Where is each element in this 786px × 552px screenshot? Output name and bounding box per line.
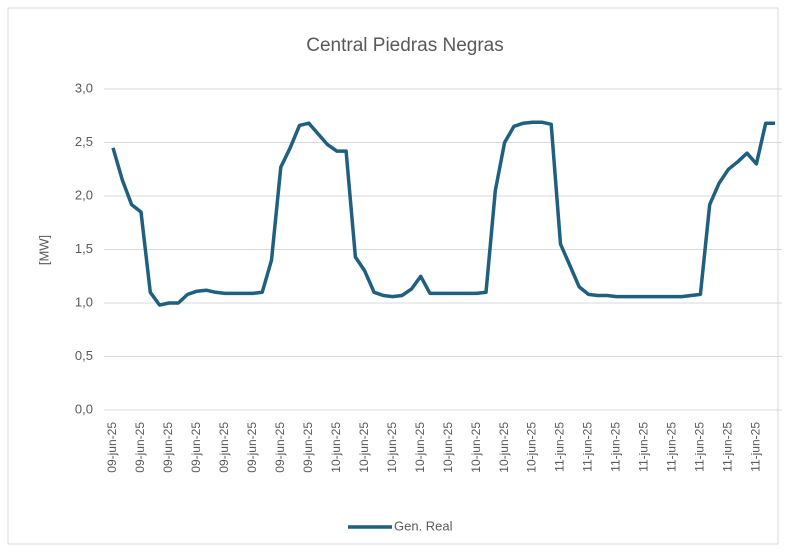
x-tick-label: 11-jun-25 <box>609 422 623 472</box>
chart-title: Central Piedras Negras <box>306 35 503 56</box>
y-tick-label: 1,5 <box>75 241 93 256</box>
x-tick-label: 10-jun-25 <box>329 422 343 473</box>
x-tick-label: 11-jun-25 <box>581 422 595 472</box>
x-tick-label: 11-jun-25 <box>665 422 679 472</box>
y-tick-label: 3,0 <box>75 80 93 95</box>
x-tick-label: 10-jun-25 <box>525 422 539 473</box>
x-tick-label: 10-jun-25 <box>357 422 371 473</box>
data-line <box>111 120 775 307</box>
x-tick-label: 10-jun-25 <box>441 422 455 473</box>
x-tick-label: 10-jun-25 <box>497 422 511 473</box>
x-tick-label: 09-jun-25 <box>133 422 147 473</box>
x-tick-label: 09-jun-25 <box>273 422 287 473</box>
x-tick-label: 11-jun-25 <box>553 422 567 472</box>
x-tick-label: 11-jun-25 <box>749 422 763 472</box>
y-axis-label: [MW] <box>36 235 51 265</box>
x-tick-label: 11-jun-25 <box>721 422 735 472</box>
legend-label: Gen. Real <box>394 518 453 533</box>
x-tick-label: 10-jun-25 <box>385 422 399 473</box>
x-tick-label: 10-jun-25 <box>469 422 483 473</box>
x-tick-label: 09-jun-25 <box>217 422 231 473</box>
x-tick-label: 09-jun-25 <box>161 422 175 473</box>
y-tick-label: 0,0 <box>75 401 93 416</box>
chart-border <box>7 7 779 545</box>
x-tick-label: 09-jun-25 <box>189 422 203 473</box>
x-tick-label: 09-jun-25 <box>245 422 259 473</box>
y-tick-label: 2,5 <box>75 134 93 149</box>
x-tick-label: 11-jun-25 <box>637 422 651 472</box>
y-tick-label: 1,0 <box>75 294 93 309</box>
x-tick-label: 10-jun-25 <box>413 422 427 473</box>
y-tick-label: 0,5 <box>75 348 93 363</box>
x-tick-label: 09-jun-25 <box>301 422 315 473</box>
x-tick-label: 11-jun-25 <box>693 422 707 472</box>
x-tick-label: 09-jun-25 <box>105 422 119 473</box>
y-tick-label: 2,0 <box>75 187 93 202</box>
